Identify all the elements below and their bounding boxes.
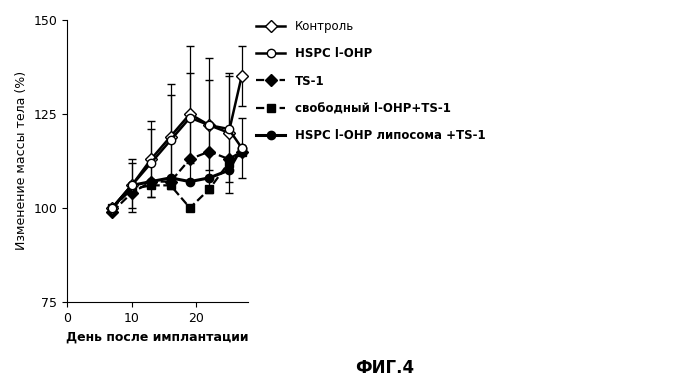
X-axis label: День после имплантации: День после имплантации	[66, 330, 249, 343]
Text: ФИГ.4: ФИГ.4	[356, 359, 414, 377]
Y-axis label: Изменение массы тела (%): Изменение массы тела (%)	[15, 71, 28, 250]
Legend: Контроль, HSPC l-OHP, TS-1, свободный l-OHP+TS-1, HSPC l-OHP липосома +TS-1: Контроль, HSPC l-OHP, TS-1, свободный l-…	[256, 20, 485, 142]
